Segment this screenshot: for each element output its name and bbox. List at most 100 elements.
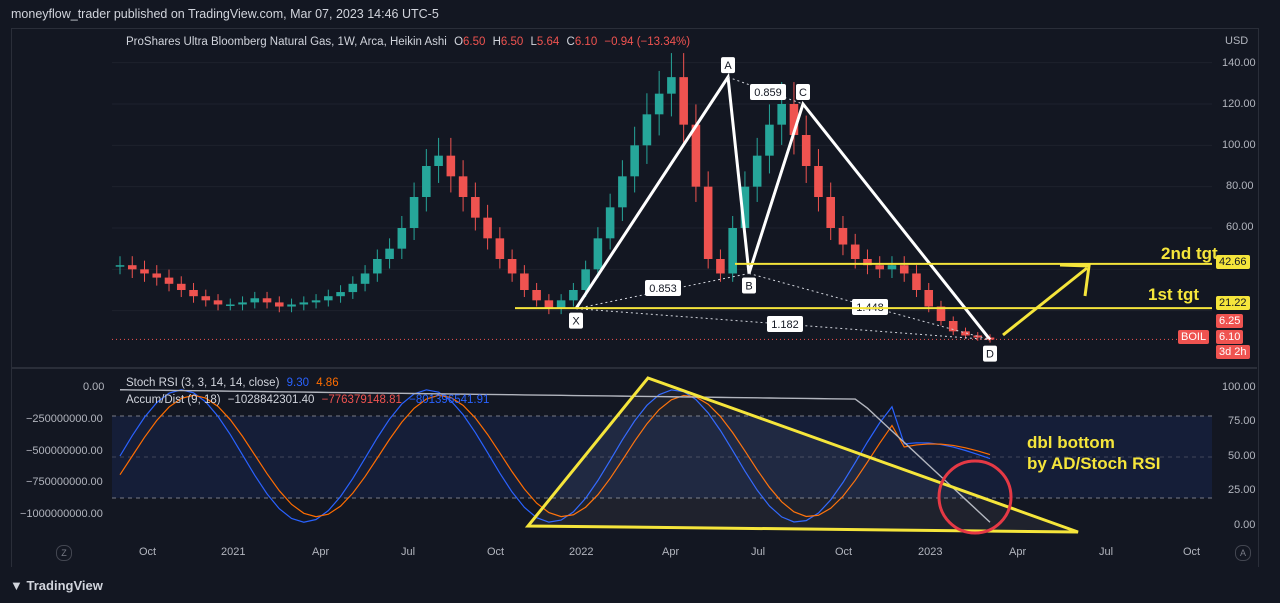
main-legend: ProShares Ultra Bloomberg Natural Gas, 1… bbox=[126, 36, 694, 48]
candle-body bbox=[948, 321, 958, 332]
ad-legend[interactable]: Accum/Dist (9, 18) −1028842301.40 −77637… bbox=[126, 394, 493, 406]
price-tick: 100.00 bbox=[1222, 139, 1256, 151]
target-arrow-head bbox=[1059, 263, 1091, 297]
candle-body bbox=[605, 207, 615, 239]
h-label: H bbox=[492, 36, 501, 48]
stoch-legend[interactable]: Stoch RSI (3, 3, 14, 14, close) 9.30 4.8… bbox=[126, 377, 343, 389]
candle-body bbox=[275, 302, 284, 307]
candle-body bbox=[740, 186, 750, 228]
candle-body bbox=[728, 228, 737, 274]
candle-body bbox=[569, 290, 578, 301]
tradingview-logo[interactable]: ▼ TradingView bbox=[10, 578, 103, 593]
ad-tick: −1000000000.00 bbox=[20, 508, 103, 520]
candle-body bbox=[458, 176, 468, 197]
dbl-bottom-circle bbox=[937, 459, 1013, 535]
candle-body bbox=[593, 238, 603, 270]
candle-body bbox=[262, 298, 272, 303]
candle-body bbox=[716, 259, 725, 274]
candle-body bbox=[936, 306, 946, 321]
candle-body bbox=[507, 259, 517, 274]
candle-body bbox=[201, 296, 211, 301]
stoch-name: Stoch RSI (3, 3, 14, 14, close) bbox=[126, 377, 280, 389]
footer-bar: ▼ TradingView bbox=[0, 567, 1280, 603]
rsi-tick: 75.00 bbox=[1228, 415, 1256, 427]
brand-name: TradingView bbox=[26, 578, 103, 593]
point-d-label: D bbox=[986, 349, 994, 361]
symbol-title[interactable]: ProShares Ultra Bloomberg Natural Gas, 1… bbox=[126, 36, 447, 48]
candle-body bbox=[961, 331, 970, 336]
candle-body bbox=[777, 104, 786, 125]
candle-body bbox=[176, 283, 186, 290]
candle-body bbox=[875, 265, 885, 270]
stoch-d-value: 4.86 bbox=[316, 377, 339, 389]
tgt2-label: 2nd tgt bbox=[1161, 244, 1218, 263]
zoom-icon[interactable]: Z bbox=[56, 545, 72, 561]
candle-body bbox=[324, 296, 333, 301]
candle-body bbox=[434, 155, 443, 166]
candle-body bbox=[654, 93, 664, 115]
price-tick: 80.00 bbox=[1226, 180, 1254, 192]
price-tag-level2: 21.22 bbox=[1216, 296, 1250, 310]
candle-body bbox=[899, 265, 909, 274]
candle-body bbox=[532, 290, 541, 301]
time-label: 2021 bbox=[221, 546, 246, 558]
candle-body bbox=[826, 197, 835, 228]
change-value: −0.94 (−13.34%) bbox=[604, 36, 691, 48]
candle-body bbox=[213, 300, 223, 305]
ad-value-3: −801396541.91 bbox=[409, 394, 490, 406]
stoch-d-line bbox=[119, 394, 991, 518]
ad-tick: −750000000.00 bbox=[26, 476, 103, 488]
point-x-label-box bbox=[569, 312, 583, 329]
candle-body bbox=[127, 265, 137, 270]
candle-body bbox=[912, 273, 921, 290]
rsi-tick: 50.00 bbox=[1228, 450, 1256, 462]
ratio-ac-label: 0.859 bbox=[754, 87, 782, 99]
stoch-k-line bbox=[119, 389, 991, 523]
time-label: 2023 bbox=[918, 546, 943, 558]
point-d-label-box bbox=[983, 345, 997, 362]
candle-body bbox=[152, 273, 162, 278]
price-tag-level1: 42.66 bbox=[1216, 255, 1250, 269]
h-value: 6.50 bbox=[500, 36, 524, 48]
time-label: Oct bbox=[835, 546, 853, 558]
candle-body bbox=[703, 186, 713, 259]
time-label: Oct bbox=[487, 546, 505, 558]
candle-body bbox=[581, 269, 590, 290]
price-grid bbox=[112, 62, 1212, 312]
price-tick: 60.00 bbox=[1226, 221, 1254, 233]
point-b-label: B bbox=[745, 280, 752, 292]
c-label: C bbox=[566, 36, 575, 48]
time-label: 2022 bbox=[569, 546, 594, 558]
candle-body bbox=[544, 300, 554, 309]
indicators bbox=[119, 389, 991, 523]
auto-scale-icon[interactable]: A bbox=[1235, 545, 1251, 561]
candle-body bbox=[973, 335, 983, 338]
candle-body bbox=[679, 77, 688, 125]
ratio-line-bd bbox=[748, 272, 991, 341]
ratio-line-xd bbox=[575, 308, 991, 341]
candle-body bbox=[630, 145, 639, 177]
point-a-label-box bbox=[721, 57, 735, 74]
ratio-xd-label-box bbox=[767, 316, 803, 332]
candle-body bbox=[397, 228, 407, 249]
candle-body bbox=[838, 228, 848, 245]
candle-body bbox=[850, 244, 860, 259]
point-a-label: A bbox=[724, 60, 732, 72]
candle-body bbox=[924, 290, 934, 307]
rsi-tick: 100.00 bbox=[1222, 381, 1256, 393]
point-x-label: X bbox=[572, 316, 580, 328]
ratio-line-ac bbox=[727, 76, 804, 105]
candles bbox=[115, 53, 995, 343]
tgt1-label: 1st tgt bbox=[1148, 285, 1199, 304]
candle-body bbox=[446, 155, 456, 177]
price-tick: 140.00 bbox=[1222, 57, 1256, 69]
ratio-xd-label: 1.182 bbox=[771, 319, 799, 331]
l-value: 5.64 bbox=[536, 36, 560, 48]
candle-body bbox=[642, 114, 652, 146]
candle-body bbox=[164, 277, 174, 284]
point-c-label: C bbox=[799, 87, 807, 99]
ratio-ac-label-box bbox=[750, 84, 786, 100]
time-label: Apr bbox=[312, 546, 330, 558]
